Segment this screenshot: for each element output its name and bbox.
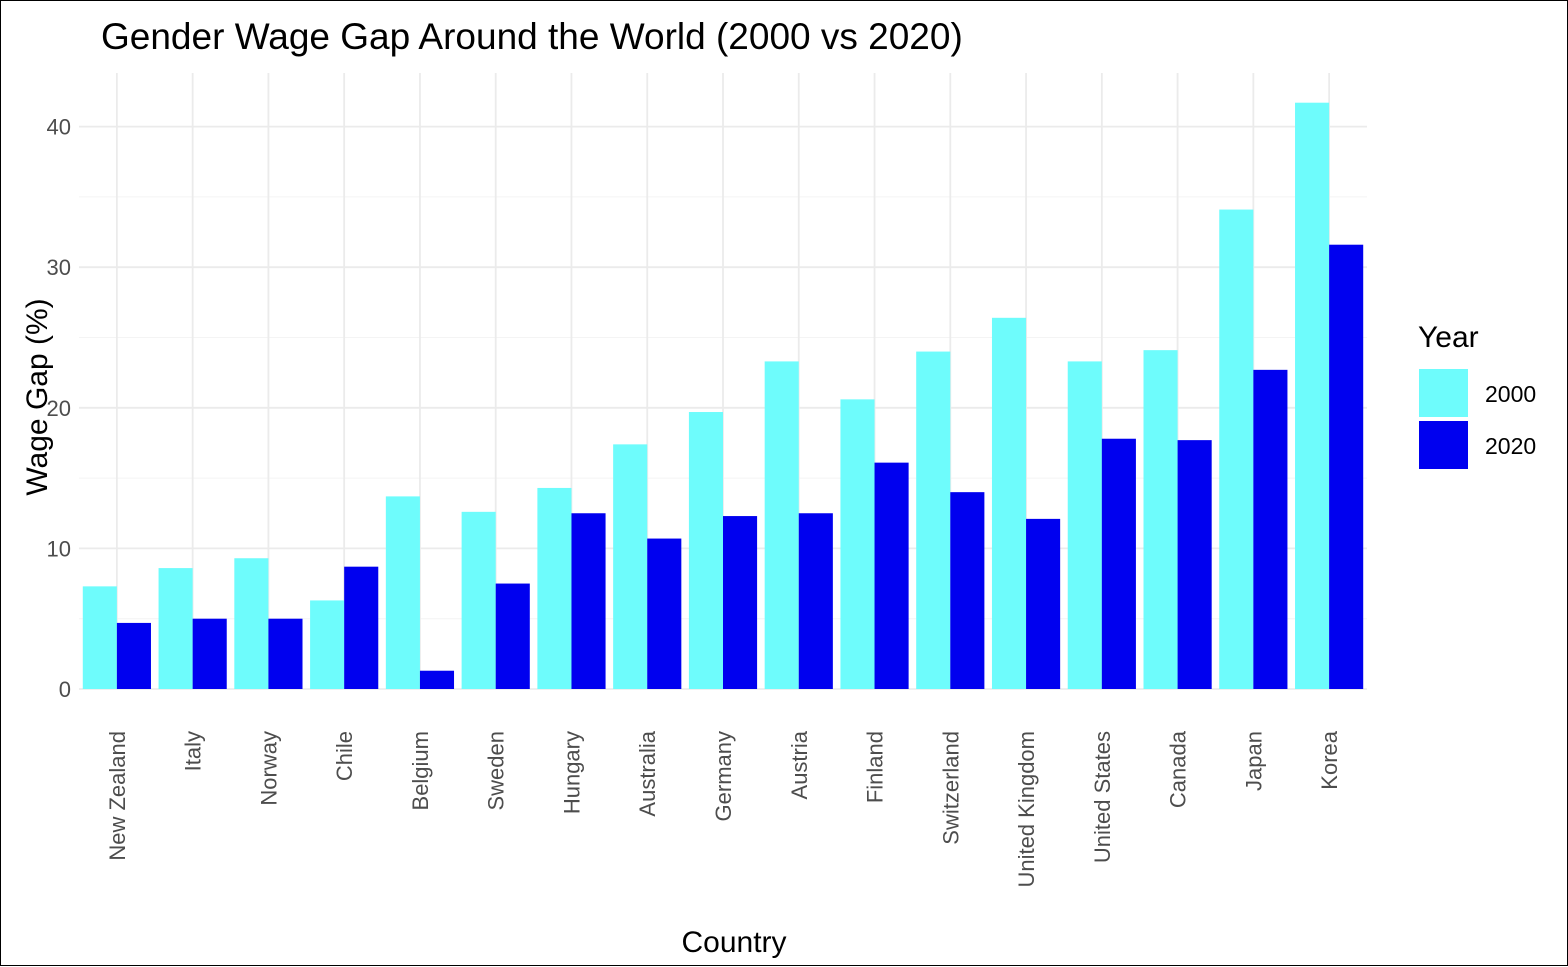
- y-tick-label: 0: [59, 677, 71, 702]
- bar-2020-switzerland: [950, 492, 985, 689]
- bar-2020-belgium: [419, 670, 455, 689]
- y-tick-label: 40: [47, 115, 71, 140]
- legend: Year 2000 2020: [1418, 321, 1536, 469]
- y-tick-label: 30: [47, 255, 71, 280]
- bar-2000-new-zealand: [82, 586, 117, 689]
- bar-2020-sweden: [495, 583, 530, 689]
- bar-2020-hungary: [571, 513, 606, 689]
- x-tick-label: Switzerland: [938, 731, 963, 845]
- bar-2000-sweden: [461, 511, 496, 689]
- x-tick-label: Japan: [1241, 731, 1266, 791]
- bar-2000-hungary: [537, 487, 572, 689]
- y-tick-label: 10: [47, 536, 71, 561]
- x-tick-label: Finland: [863, 731, 888, 803]
- x-tick-label: Canada: [1166, 730, 1191, 808]
- bar-2000-switzerland: [916, 351, 951, 689]
- bar-2000-finland: [840, 399, 875, 689]
- x-tick-label: Germany: [711, 731, 736, 821]
- legend-key-2000: [1419, 369, 1468, 417]
- bar-2020-chile: [344, 566, 379, 689]
- x-axis-title: Country: [681, 926, 786, 959]
- x-tick-label: Belgium: [408, 731, 433, 810]
- bar-2020-italy: [192, 618, 227, 689]
- legend-label-2000: 2000: [1485, 381, 1536, 407]
- bar-2000-belgium: [385, 496, 420, 689]
- bar-2020-united-states: [1101, 438, 1136, 689]
- y-axis-title: Wage Gap (%): [21, 298, 54, 495]
- x-tick-label: Norway: [256, 731, 281, 806]
- bar-2000-united-kingdom: [991, 317, 1027, 689]
- x-tick-label: United States: [1090, 731, 1115, 863]
- bar-2020-norway: [268, 618, 303, 689]
- x-axis-ticks: New Zealand Italy Norway Chile Belgium Sweden…: [105, 730, 1342, 887]
- legend-key-2020: [1419, 421, 1468, 469]
- bar-2020-finland: [874, 462, 909, 689]
- x-tick-label: New Zealand: [105, 731, 130, 861]
- bar-2000-chile: [310, 600, 345, 689]
- bar-2000-japan: [1219, 209, 1254, 689]
- bar-2020-japan: [1253, 369, 1288, 689]
- x-tick-label: Austria: [787, 730, 812, 799]
- legend-title: Year: [1418, 321, 1479, 354]
- bar-2000-canada: [1143, 350, 1178, 689]
- bar-2000-norway: [234, 558, 269, 689]
- x-tick-label: Australia: [635, 730, 660, 816]
- bar-2000-korea: [1295, 102, 1330, 689]
- bar-2020-germany: [723, 516, 758, 689]
- bar-2020-austria: [798, 513, 833, 689]
- bar-2000-germany: [688, 412, 723, 689]
- bar-2020-australia: [647, 538, 682, 689]
- bars: [82, 102, 1364, 690]
- bar-2020-korea: [1329, 244, 1364, 690]
- x-tick-label: Korea: [1317, 730, 1342, 789]
- x-tick-label: Italy: [181, 731, 206, 771]
- x-tick-label: Sweden: [484, 731, 509, 811]
- bar-2000-austria: [764, 361, 799, 689]
- y-tick-label: 20: [47, 396, 71, 421]
- legend-label-2020: 2020: [1485, 433, 1536, 459]
- x-tick-label: Chile: [332, 731, 357, 781]
- bar-2000-italy: [158, 568, 193, 689]
- bar-2020-new-zealand: [116, 622, 151, 689]
- y-axis-ticks: 0 10 20 30 40: [47, 115, 71, 702]
- bar-2000-united-states: [1067, 361, 1102, 689]
- bar-2020-united-kingdom: [1026, 518, 1061, 689]
- x-tick-label: United Kingdom: [1014, 731, 1039, 888]
- chart-title: Gender Wage Gap Around the World (2000 v…: [101, 16, 963, 57]
- x-tick-label: Hungary: [559, 731, 584, 814]
- bar-2020-canada: [1177, 440, 1212, 689]
- bar-2000-australia: [613, 444, 648, 689]
